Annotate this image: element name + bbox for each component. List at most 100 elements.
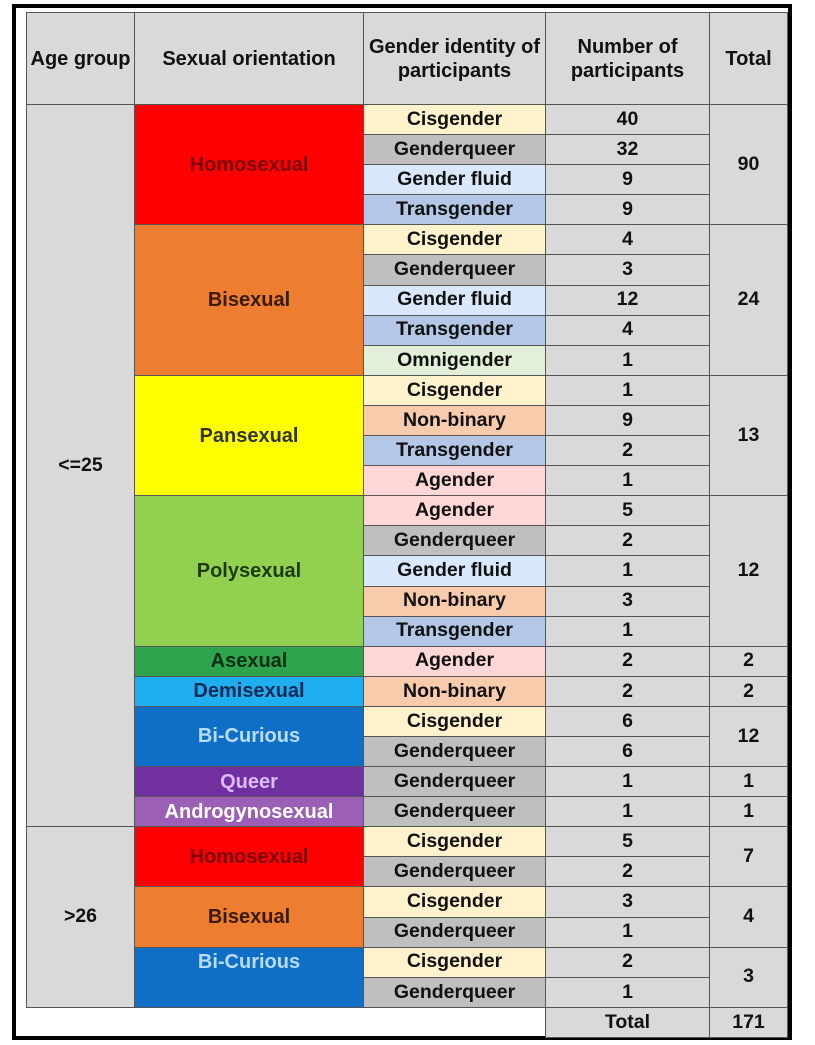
table-row: Genderqueer 1 — [27, 976, 788, 1008]
gender-identity-cell: Genderqueer — [363, 976, 546, 1008]
gender-identity-cell: Genderqueer — [363, 525, 546, 557]
gender-identity-cell: Transgender — [363, 194, 546, 226]
orientation-total-cell: 1 — [709, 796, 788, 828]
orientation-total-cell: 2 — [709, 645, 788, 677]
table-row: Genderqueer 1 — [27, 916, 788, 948]
orientation-total-cell: 3 — [709, 946, 788, 1008]
footer-total-value: 171 — [709, 1006, 788, 1038]
gender-identity-cell: Gender fluid — [363, 555, 546, 587]
gender-identity-cell: Gender fluid — [363, 284, 546, 316]
participant-count-cell: 6 — [545, 705, 710, 737]
gender-identity-cell: Cisgender — [363, 826, 546, 858]
participant-count-cell: 12 — [545, 284, 710, 316]
gender-identity-cell: Genderqueer — [363, 254, 546, 286]
sexual-orientation-cell: Androgynosexual — [134, 796, 364, 828]
table-row: Genderqueer 3 — [27, 254, 788, 286]
gender-identity-cell: Transgender — [363, 615, 546, 647]
header-row: Age group Sexual orientation Gender iden… — [26, 12, 788, 105]
sexual-orientation-cell: Bisexual — [134, 886, 364, 948]
footer-row: Total 171 — [27, 1006, 788, 1038]
orientation-total-cell: 7 — [709, 826, 788, 888]
table-row: Transgender 9 — [27, 194, 788, 226]
gender-identity-cell: Cisgender — [363, 224, 546, 256]
participant-count-cell: 6 — [545, 735, 710, 768]
orientation-total-cell: 12 — [709, 705, 788, 768]
table-row: Gender fluid 1 — [27, 555, 788, 587]
gender-identity-cell: Non-binary — [363, 585, 546, 617]
participant-count-cell: 1 — [545, 555, 710, 587]
participant-count-cell: 1 — [545, 766, 710, 798]
table-row: Gender fluid 12 — [27, 284, 788, 316]
orientation-total-cell: 2 — [709, 675, 788, 707]
table-row: Queer Genderqueer 1 1 — [27, 766, 788, 798]
participant-count-cell: 40 — [545, 103, 710, 136]
sexual-orientation-cell: Bi-Curious — [134, 705, 364, 768]
table-frame: Age group Sexual orientation Gender iden… — [12, 4, 792, 1040]
sexual-orientation-cell: Homosexual — [134, 103, 364, 226]
table-row: Genderqueer 32 — [27, 134, 788, 166]
gender-identity-cell: Agender — [363, 645, 546, 677]
header-total: Total — [709, 12, 788, 105]
table-row: Bi-Curious Cisgender 2 3 — [27, 946, 788, 1008]
participant-count-cell: 5 — [545, 826, 710, 858]
table-row: Transgender 2 — [27, 435, 788, 467]
header-gender-identity: Gender identity of participants — [363, 12, 546, 105]
gender-identity-cell: Genderqueer — [363, 796, 546, 828]
table-row: Omnigender 1 — [27, 344, 788, 376]
table-row: Genderqueer 6 — [27, 735, 788, 768]
gender-identity-cell: Genderqueer — [363, 766, 546, 798]
gender-identity-cell: Non-binary — [363, 404, 546, 437]
participant-count-cell: 32 — [545, 134, 710, 166]
gender-identity-cell: Omnigender — [363, 344, 546, 376]
gender-identity-cell: Genderqueer — [363, 735, 546, 768]
gender-identity-cell: Cisgender — [363, 103, 546, 136]
table-row: Androgynosexual Genderqueer 1 1 — [27, 796, 788, 828]
header-age-group: Age group — [26, 12, 135, 105]
header-sexual-orientation: Sexual orientation — [134, 12, 364, 105]
table-row: Bisexual Cisgender 3 4 — [27, 886, 788, 948]
gender-identity-cell: Genderqueer — [363, 916, 546, 948]
table-row: Polysexual Agender 5 12 — [27, 495, 788, 647]
participant-count-cell: 3 — [545, 585, 710, 617]
gender-identity-cell: Cisgender — [363, 374, 546, 406]
gender-identity-cell: Transgender — [363, 314, 546, 346]
orientation-total-cell: 24 — [709, 224, 788, 376]
table-row: >26 Homosexual Cisgender 5 7 — [26, 826, 788, 1008]
participant-count-cell: 3 — [545, 254, 710, 286]
table-row: Transgender 4 — [27, 314, 788, 346]
footer-spacer — [27, 1007, 546, 1037]
orientation-total-cell: 90 — [709, 103, 788, 226]
gender-identity-cell: Gender fluid — [363, 164, 546, 196]
orientation-total-cell: 1 — [709, 766, 788, 798]
participants-table: Age group Sexual orientation Gender iden… — [26, 12, 788, 1038]
participant-count-cell: 9 — [545, 404, 710, 437]
sexual-orientation-cell: Demisexual — [134, 675, 364, 707]
orientation-total-cell: 12 — [709, 495, 788, 647]
age-group-cell: >26 — [26, 826, 135, 1008]
sexual-orientation-cell: Pansexual — [134, 374, 364, 497]
participant-count-cell: 3 — [545, 886, 710, 918]
table-row: Demisexual Non-binary 2 2 — [27, 675, 788, 707]
sexual-orientation-cell: Homosexual — [134, 826, 364, 888]
gender-identity-cell: Agender — [363, 465, 546, 497]
sexual-orientation-cell: Queer — [134, 766, 364, 798]
sexual-orientation-cell: Asexual — [134, 645, 364, 677]
gender-identity-cell: Agender — [363, 495, 546, 527]
table-row: Genderqueer 2 — [27, 856, 788, 888]
participant-count-cell: 5 — [545, 495, 710, 527]
table-body: <=25 Homosexual Cisgender 40 90 Genderqueer 32… — [26, 103, 788, 1008]
table-row: Bisexual Cisgender 4 24 — [27, 224, 788, 376]
sexual-orientation-cell: Bisexual — [134, 224, 364, 376]
participant-count-cell: 1 — [545, 465, 710, 497]
participant-count-cell: 1 — [545, 615, 710, 647]
gender-identity-cell: Transgender — [363, 435, 546, 467]
sexual-orientation-cell: Bi-Curious — [134, 946, 364, 1008]
sexual-orientation-cell: Polysexual — [134, 495, 364, 647]
table-row: <=25 Homosexual Cisgender 40 90 — [26, 103, 788, 828]
participant-count-cell: 1 — [545, 374, 710, 406]
participant-count-cell: 2 — [545, 525, 710, 557]
orientation-total-cell: 4 — [709, 886, 788, 948]
gender-identity-cell: Cisgender — [363, 705, 546, 737]
table-row: Pansexual Cisgender 1 13 — [27, 374, 788, 497]
participant-count-cell: 2 — [545, 675, 710, 707]
